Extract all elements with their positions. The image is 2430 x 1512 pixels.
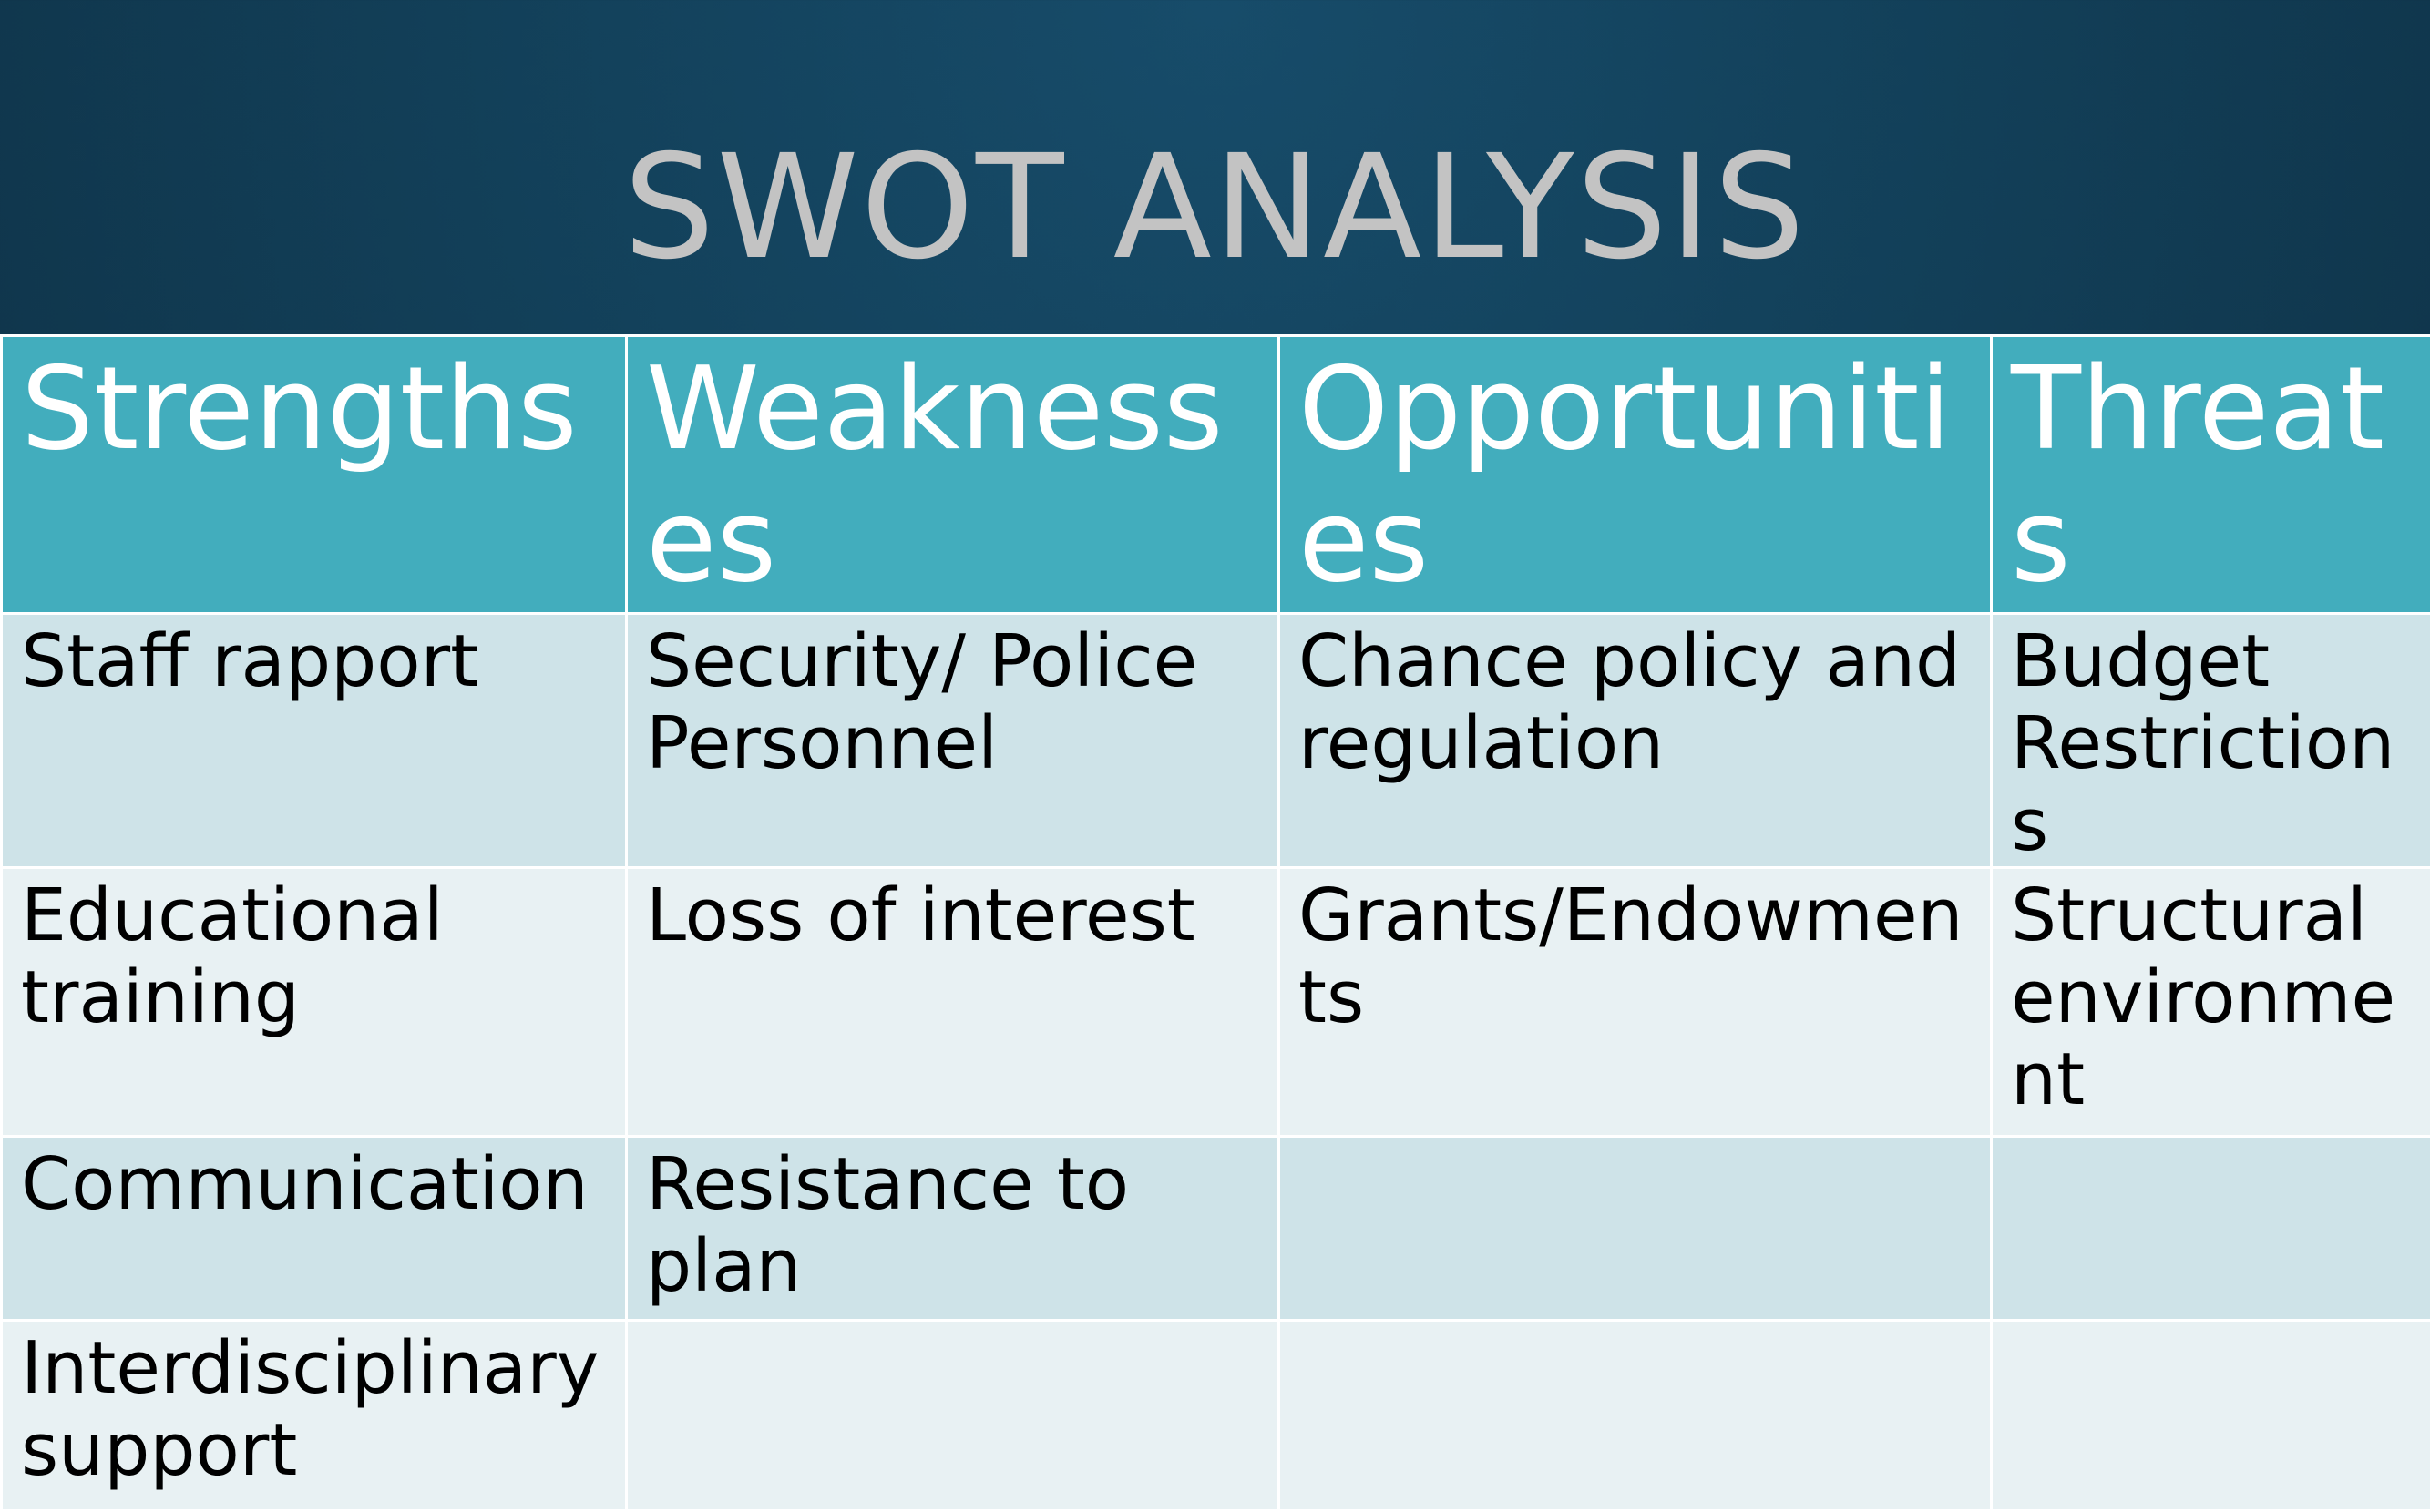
header-weaknesses: Weaknesses <box>627 336 1279 614</box>
cell-weakness: Resistance to plan <box>627 1137 1279 1321</box>
title-banner: SWOT ANALYSIS <box>0 0 2430 336</box>
cell-strength: Educational training <box>2 868 627 1137</box>
cell-threat: Structural environment <box>1992 868 2430 1137</box>
cell-opportunity: Chance policy and regulation <box>1279 614 1992 868</box>
cell-threat: Budget Restrictions <box>1992 614 2430 868</box>
cell-threat <box>1992 1321 2430 1511</box>
header-threats: Threats <box>1992 336 2430 614</box>
swot-table: Strengths Weaknesses Opportunities Threa… <box>0 334 2430 1512</box>
header-row: Strengths Weaknesses Opportunities Threa… <box>2 336 2430 614</box>
cell-weakness: Loss of interest <box>627 868 1279 1137</box>
cell-opportunity <box>1279 1321 1992 1511</box>
cell-opportunity <box>1279 1137 1992 1321</box>
cell-threat <box>1992 1137 2430 1321</box>
header-strengths: Strengths <box>2 336 627 614</box>
cell-weakness: Security/ Police Personnel <box>627 614 1279 868</box>
table-row: Educational training Loss of interest Gr… <box>2 868 2430 1137</box>
header-opportunities: Opportunities <box>1279 336 1992 614</box>
table-row: Communication Resistance to plan <box>2 1137 2430 1321</box>
cell-strength: Interdisciplinary support <box>2 1321 627 1511</box>
cell-strength: Staff rapport <box>2 614 627 868</box>
cell-weakness <box>627 1321 1279 1511</box>
table-row: Staff rapport Security/ Police Personnel… <box>2 614 2430 868</box>
cell-opportunity: Grants/Endowments <box>1279 868 1992 1137</box>
slide-title: SWOT ANALYSIS <box>623 136 1807 280</box>
cell-strength: Communication <box>2 1137 627 1321</box>
table-row: Interdisciplinary support <box>2 1321 2430 1511</box>
